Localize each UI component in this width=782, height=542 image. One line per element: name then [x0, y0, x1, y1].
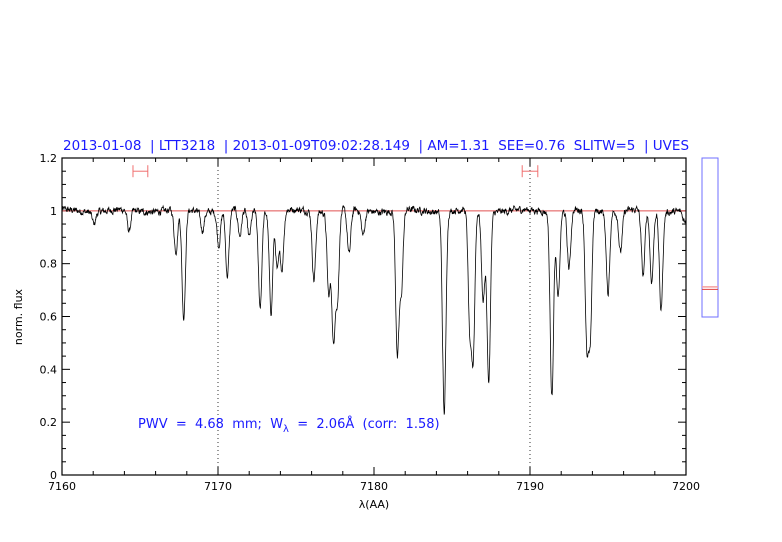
- x-tick-label: 7160: [48, 480, 76, 493]
- x-tick-label: 7200: [672, 480, 700, 493]
- plot-frame: [61, 157, 687, 476]
- y-tick-label: 0.2: [40, 416, 58, 429]
- side-indicator: [701, 157, 719, 318]
- pwv-annotation: PWV = 4.68 mm; Wλ = 2.06Å (corr: 1.58): [138, 416, 440, 435]
- spectrum-series-line: [61, 204, 686, 415]
- y-tick-label: 0.8: [40, 258, 58, 271]
- y-tick-label: 0.6: [40, 311, 58, 324]
- pwv-text: PWV = 4.68 mm; W: [138, 417, 283, 432]
- y-tick-label: 1: [50, 205, 57, 218]
- x-axis-label: λ(AA): [359, 498, 389, 511]
- red-intervals: [132, 165, 539, 178]
- x-tick-label: 7180: [360, 480, 388, 493]
- side-indicator-box: [701, 157, 719, 318]
- x-tick-label: 7190: [516, 480, 544, 493]
- x-tick-label: 7170: [204, 480, 232, 493]
- y-tick-label: 0.4: [40, 363, 58, 376]
- y-axis-label: norm. flux: [12, 288, 25, 345]
- y-tick-label: 1.2: [40, 152, 58, 165]
- axis-ticks: 7160 7170 7180 7190 7200 0 0.2 0.4 0.6 0.8 1 1.2: [40, 152, 701, 493]
- pwv-rest: = 2.06Å (corr: 1.58): [289, 416, 440, 432]
- pwv-subscript: λ: [283, 424, 289, 435]
- y-tick-label: 0: [50, 469, 57, 482]
- chart-title: 2013-01-08 | LTT3218 | 2013-01-09T09:02:…: [63, 138, 689, 154]
